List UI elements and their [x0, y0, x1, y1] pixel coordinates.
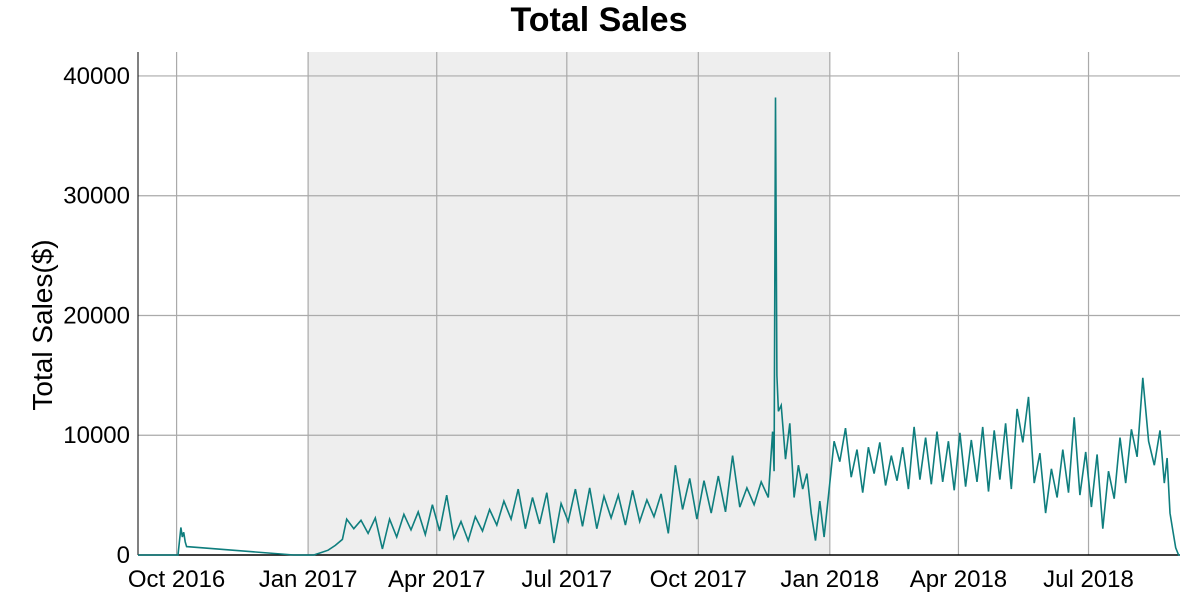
- x-tick-label: Jul 2018: [1043, 566, 1134, 593]
- x-tick-label: Jan 2017: [259, 566, 358, 593]
- x-tick-label: Jul 2017: [521, 566, 612, 593]
- x-tick-label: Jan 2018: [780, 566, 879, 593]
- x-tick-label: Oct 2017: [650, 566, 747, 593]
- y-tick-label: 20000: [63, 302, 130, 329]
- shaded-region: [308, 52, 830, 555]
- y-tick-labels: 0 10000 20000 30000 40000: [63, 63, 130, 569]
- chart-title: Total Sales: [510, 1, 688, 39]
- y-tick-label: 30000: [63, 183, 130, 210]
- x-tick-labels: Oct 2016 Jan 2017 Apr 2017 Jul 2017 Oct 2017…: [128, 566, 1134, 593]
- y-axis-label: Total Sales($): [27, 239, 58, 410]
- y-tick-label: 40000: [63, 63, 130, 90]
- x-tick-label: Apr 2018: [910, 566, 1007, 593]
- x-tick-label: Oct 2016: [128, 566, 225, 593]
- series-line: [138, 97, 1180, 556]
- grid-lines: [138, 52, 1180, 555]
- y-tick-label: 10000: [63, 422, 130, 449]
- y-tick-label: 0: [117, 542, 130, 569]
- x-tick-label: Apr 2017: [388, 566, 485, 593]
